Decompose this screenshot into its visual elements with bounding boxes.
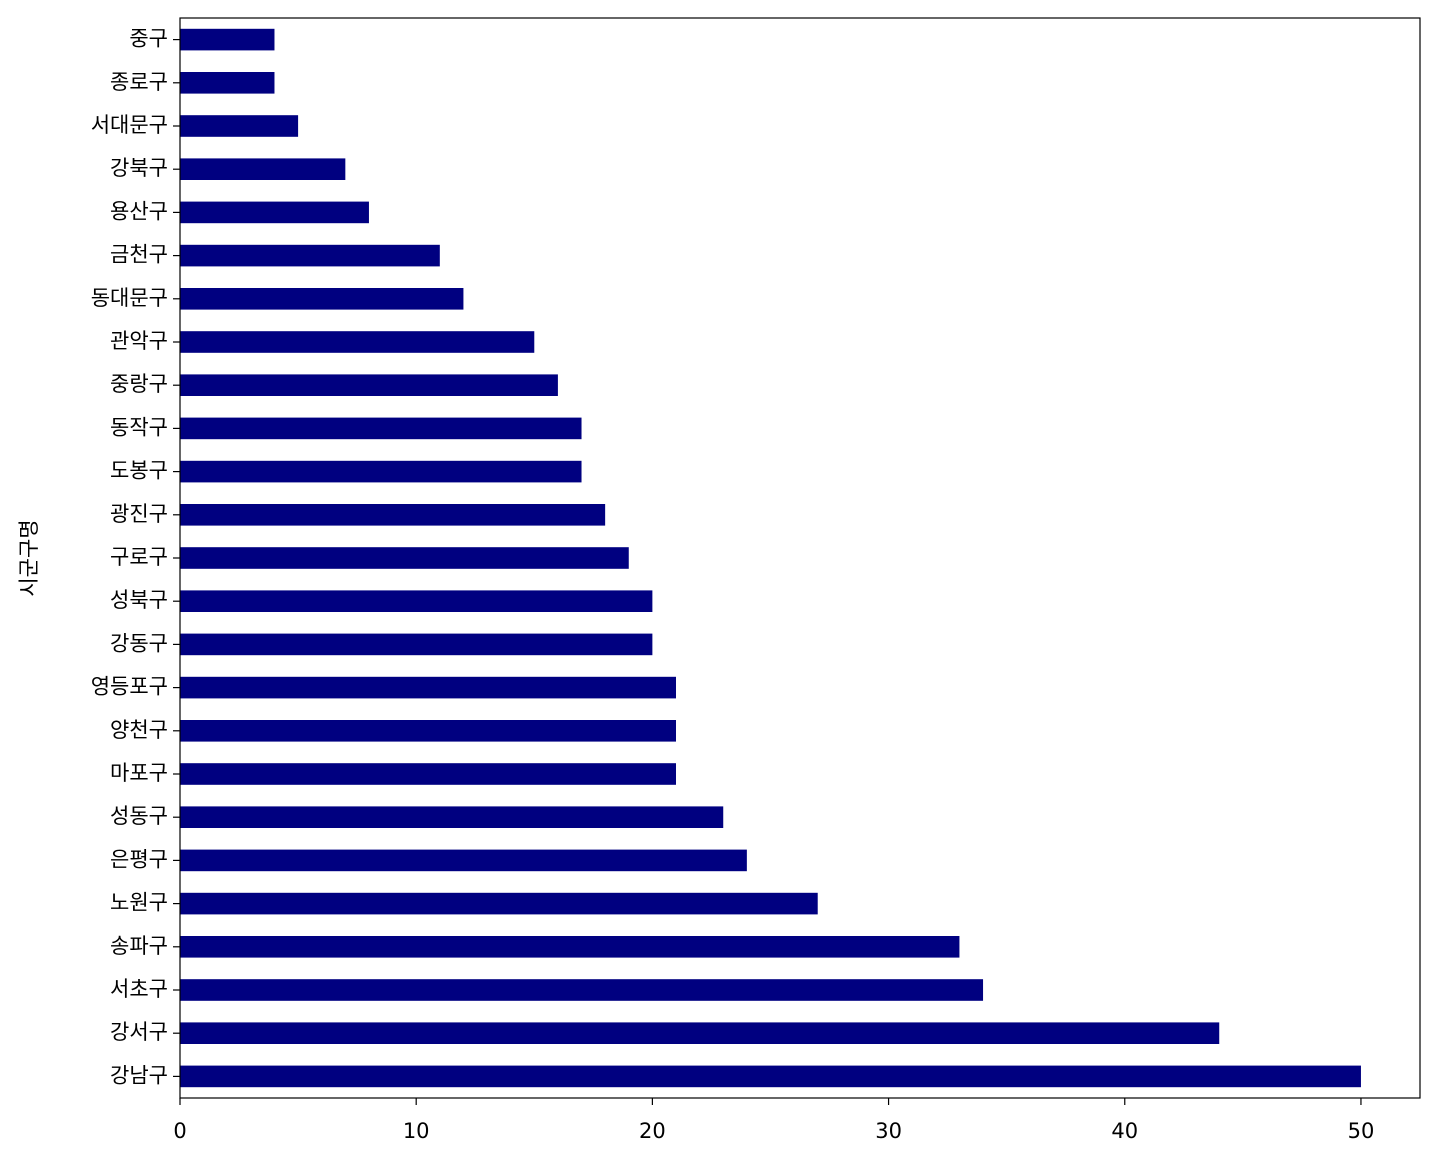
- y-tick-label: 양천구: [110, 718, 168, 742]
- y-tick-label: 동작구: [110, 415, 168, 439]
- x-tick-label: 50: [1348, 1119, 1375, 1143]
- bar: [180, 936, 960, 958]
- x-tick-label: 0: [173, 1119, 186, 1143]
- bar: [180, 763, 676, 785]
- y-tick-label: 성북구: [110, 588, 168, 612]
- y-tick-label: 송파구: [110, 934, 168, 958]
- y-tick-label: 강동구: [110, 631, 168, 655]
- bar: [180, 504, 606, 526]
- bar: [180, 158, 346, 180]
- x-tick-label: 20: [639, 1119, 666, 1143]
- bar: [180, 288, 464, 310]
- bar: [180, 1065, 1361, 1088]
- bar: [180, 115, 299, 137]
- y-tick-label: 서초구: [110, 977, 168, 1001]
- y-tick-label: 노원구: [110, 891, 168, 915]
- y-tick-label: 강북구: [110, 156, 168, 180]
- x-tick-label: 40: [1111, 1119, 1138, 1143]
- y-tick-label: 관악구: [110, 329, 168, 353]
- bar: [180, 590, 653, 612]
- bar: [180, 417, 582, 440]
- bar: [180, 201, 369, 224]
- y-tick-label: 구로구: [110, 545, 168, 569]
- bar: [180, 849, 747, 872]
- y-tick-label: 마포구: [110, 761, 168, 785]
- y-tick-label: 금천구: [110, 243, 168, 267]
- y-tick-label: 용산구: [110, 199, 168, 223]
- bar: [180, 806, 724, 828]
- plot-frame: [179, 17, 1421, 1099]
- bar: [180, 892, 818, 915]
- y-tick-label: 중구: [129, 27, 168, 51]
- bar: [180, 720, 676, 742]
- bar: [180, 676, 676, 699]
- bar: [180, 331, 535, 353]
- y-tick-label: 서대문구: [91, 113, 168, 137]
- y-tick-label: 동대문구: [91, 286, 168, 310]
- x-tick-label: 30: [875, 1119, 902, 1143]
- y-tick-label: 종로구: [110, 70, 168, 94]
- y-tick-label: 광진구: [110, 502, 168, 526]
- bar: [180, 460, 582, 483]
- y-tick-label: 영등포구: [91, 675, 168, 699]
- bar: [180, 633, 653, 656]
- bar: [180, 547, 629, 569]
- y-tick-label: 중랑구: [110, 372, 168, 396]
- y-tick-label: 성동구: [110, 804, 168, 828]
- y-tick-label: 강남구: [110, 1063, 168, 1087]
- bar: [180, 72, 275, 94]
- x-tick-label: 10: [403, 1119, 430, 1143]
- bar: [180, 1022, 1220, 1044]
- y-axis-label: 시군구명: [17, 519, 41, 596]
- bar: [180, 374, 558, 396]
- bar: [180, 979, 984, 1001]
- bar: [180, 244, 440, 267]
- y-tick-label: 도봉구: [110, 459, 168, 483]
- y-tick-label: 강서구: [110, 1020, 168, 1044]
- bar: [180, 28, 275, 51]
- y-tick-label: 은평구: [110, 847, 168, 871]
